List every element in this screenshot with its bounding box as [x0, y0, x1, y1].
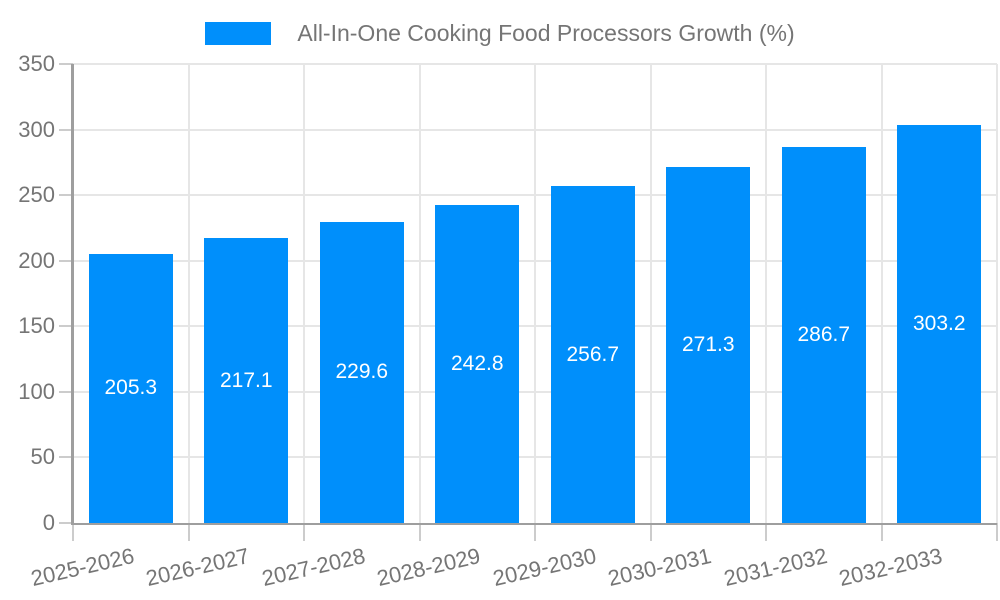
- x-axis-line: [71, 523, 997, 525]
- x-axis-tick: [534, 523, 536, 541]
- x-gridline: [880, 64, 883, 523]
- bar[interactable]: [666, 167, 751, 523]
- legend-series-label: All-In-One Cooking Food Processors Growt…: [297, 20, 795, 46]
- x-axis-tick: [418, 523, 421, 541]
- x-axis-tick: [765, 523, 767, 541]
- x-axis-tick: [303, 523, 305, 541]
- x-gridline: [649, 64, 652, 523]
- x-gridline: [996, 64, 998, 523]
- legend-swatch: [205, 21, 272, 45]
- y-axis-tick: [59, 128, 73, 131]
- bar[interactable]: [550, 186, 635, 523]
- x-axis-tick: [649, 523, 652, 541]
- y-axis-tick: [59, 390, 73, 393]
- x-axis-tick-label: 2030-2031: [605, 543, 714, 592]
- y-axis-tick-label: 350: [18, 51, 55, 76]
- y-axis-tick: [59, 259, 73, 262]
- chart-legend[interactable]: All-In-One Cooking Food Processors Growt…: [0, 20, 1000, 46]
- x-gridline: [303, 64, 305, 523]
- y-axis-tick-label: 0: [42, 510, 55, 535]
- x-gridline: [765, 64, 767, 523]
- x-gridline: [418, 64, 421, 523]
- x-axis-tick: [880, 523, 883, 541]
- y-axis-tick: [59, 456, 73, 459]
- x-axis-tick-label: 2026-2027: [143, 543, 252, 592]
- x-gridline: [187, 64, 190, 523]
- y-axis-tick-label: 300: [18, 116, 55, 142]
- x-axis-tick-label: 2032-2033: [836, 543, 945, 592]
- y-axis-tick: [59, 194, 73, 197]
- y-axis-tick: [59, 325, 73, 328]
- x-axis-tick: [187, 523, 190, 541]
- bar[interactable]: [204, 238, 289, 523]
- x-axis-tick-label: 2028-2029: [374, 543, 483, 592]
- bar[interactable]: [897, 125, 982, 523]
- x-gridline: [534, 64, 536, 523]
- x-axis-tick-label: 2025-2026: [28, 543, 137, 592]
- bar[interactable]: [88, 253, 173, 523]
- x-axis-tick-label: 2029-2030: [490, 543, 599, 592]
- bar[interactable]: [435, 204, 520, 523]
- y-axis-tick-label: 50: [30, 444, 55, 470]
- x-axis-tick: [996, 523, 998, 541]
- y-axis-tick: [59, 522, 73, 524]
- y-axis-tick-label: 200: [18, 247, 55, 273]
- y-axis-tick-label: 250: [18, 182, 55, 208]
- bar[interactable]: [319, 221, 404, 523]
- y-axis-line: [71, 64, 74, 525]
- x-axis-tick-label: 2027-2028: [259, 543, 368, 592]
- bar[interactable]: [781, 147, 866, 523]
- x-axis-tick-label: 2031-2032: [721, 543, 830, 592]
- x-axis-tick: [72, 523, 74, 541]
- y-axis-tick: [59, 63, 73, 65]
- y-axis-tick-label: 100: [18, 378, 55, 404]
- y-axis-tick-label: 150: [18, 313, 55, 339]
